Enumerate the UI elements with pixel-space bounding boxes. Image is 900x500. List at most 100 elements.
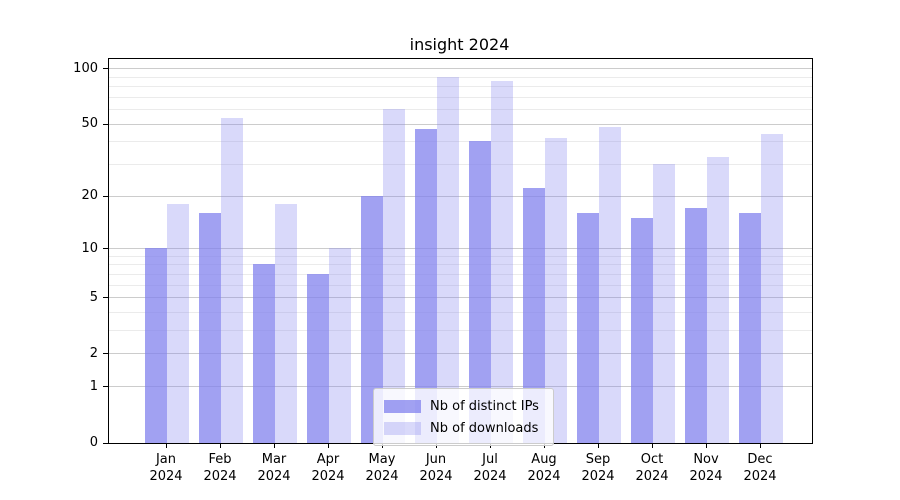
x-tick-label-line: Oct (640, 452, 664, 467)
bar-distinct-ips-may (361, 195, 383, 443)
x-tick-label-oct: Oct 2024 (624, 451, 680, 485)
x-tick-label-line: May (368, 452, 396, 467)
x-tick-label-apr: Apr 2024 (300, 451, 356, 485)
y-tick-0 (103, 442, 108, 444)
x-tick-aug (544, 444, 545, 448)
y-tick-label-2: 2 (89, 345, 98, 361)
x-tick-label-line: Jun (425, 452, 447, 467)
x-tick-label-line: 2024 (473, 469, 507, 484)
gridline-minor-30 (109, 164, 812, 166)
x-tick-label-aug: Aug 2024 (516, 451, 572, 485)
x-tick-label-dec: Dec 2024 (732, 451, 788, 485)
bar-distinct-ips-dec (739, 212, 761, 443)
bar-downloads-sep (599, 126, 621, 443)
x-tick-label-line: Jul (482, 452, 498, 467)
gridline-minor-70 (109, 96, 812, 98)
gridline-major-20 (109, 195, 812, 197)
bar-downloads-jul (491, 81, 513, 443)
bar-distinct-ips-jun (415, 128, 437, 443)
bar-distinct-ips-jan (145, 248, 167, 443)
x-tick-label-line: 2024 (365, 469, 399, 484)
x-tick-label-line: Dec (747, 452, 773, 467)
gridline-major-50 (109, 123, 812, 125)
bar-downloads-oct (653, 164, 675, 443)
bar-distinct-ips-sep (577, 212, 599, 443)
bar-distinct-ips-apr (307, 273, 329, 443)
bar-distinct-ips-oct (631, 217, 653, 443)
y-tick-20 (103, 195, 108, 197)
gridline-minor-60 (109, 109, 812, 111)
x-tick-feb (220, 444, 221, 448)
x-tick-label-line: Feb (208, 452, 232, 467)
x-tick-label-line: Jan (155, 452, 177, 467)
gridline-minor-40 (109, 141, 812, 143)
gridline-minor-3 (109, 330, 812, 332)
x-tick-jun (436, 444, 437, 448)
y-tick-label-10: 10 (81, 240, 98, 256)
gridline-minor-6 (109, 284, 812, 286)
y-tick-10 (103, 248, 108, 250)
x-tick-nov (706, 444, 707, 448)
y-tick-label-0: 0 (89, 435, 98, 450)
bar-downloads-nov (707, 156, 729, 443)
y-tick-1 (103, 386, 108, 388)
y-tick-5 (103, 297, 108, 299)
x-tick-label-line: Nov (693, 452, 719, 467)
x-tick-label-line: 2024 (635, 469, 669, 484)
bar-distinct-ips-aug (523, 188, 545, 443)
x-tick-label-line: 2024 (419, 469, 453, 484)
bar-downloads-jan (167, 203, 189, 443)
bar-downloads-may (383, 109, 405, 443)
y-tick-100 (103, 68, 108, 70)
y-tick-label-20: 20 (81, 188, 98, 204)
y-tick-50 (103, 123, 108, 125)
gridline-major-2 (109, 353, 812, 355)
legend-label-distinct-ips: Nb of distinct IPs (430, 398, 539, 414)
gridline-minor-80 (109, 86, 812, 88)
bar-downloads-aug (545, 137, 567, 443)
x-tick-label-jun: Jun 2024 (408, 451, 464, 485)
x-tick-label-line: Apr (316, 452, 340, 467)
x-tick-label-line: 2024 (311, 469, 345, 484)
legend-item-downloads: Nb of downloads (384, 417, 539, 439)
bar-distinct-ips-nov (685, 208, 707, 443)
plot-area (108, 58, 813, 444)
gridline-major-10 (109, 248, 812, 250)
x-tick-apr (328, 444, 329, 448)
x-tick-label-line: 2024 (149, 469, 183, 484)
legend: Nb of distinct IPs Nb of downloads (373, 388, 554, 446)
x-tick-oct (652, 444, 653, 448)
bar-downloads-mar (275, 203, 297, 443)
x-tick-label-line: 2024 (689, 469, 723, 484)
x-tick-label-feb: Feb 2024 (192, 451, 248, 485)
y-tick-label-50: 50 (81, 116, 98, 132)
gridline-minor-9 (109, 255, 812, 257)
gridline-minor-8 (109, 264, 812, 266)
bar-distinct-ips-feb (199, 212, 221, 443)
x-tick-label-line: 2024 (581, 469, 615, 484)
x-tick-label-jul: Jul 2024 (462, 451, 518, 485)
x-tick-label-line: 2024 (257, 469, 291, 484)
gridline-minor-90 (109, 76, 812, 78)
x-tick-jan (166, 444, 167, 448)
bar-distinct-ips-jul (469, 141, 491, 443)
x-tick-dec (760, 444, 761, 448)
x-tick-label-nov: Nov 2024 (678, 451, 734, 485)
x-tick-label-sep: Sep 2024 (570, 451, 626, 485)
x-tick-label-mar: Mar 2024 (246, 451, 302, 485)
y-tick-label-1: 1 (89, 378, 98, 394)
bar-downloads-apr (329, 248, 351, 443)
legend-label-downloads: Nb of downloads (430, 420, 539, 436)
x-tick-label-line: Aug (531, 452, 557, 467)
legend-swatch-distinct-ips (384, 399, 421, 413)
x-tick-label-may: May 2024 (354, 451, 410, 485)
bar-downloads-feb (221, 117, 243, 443)
bar-downloads-jun (437, 76, 459, 443)
x-tick-label-line: 2024 (203, 469, 237, 484)
x-tick-label-jan: Jan 2024 (138, 451, 194, 485)
x-tick-label-line: 2024 (743, 469, 777, 484)
legend-item-distinct-ips: Nb of distinct IPs (384, 395, 539, 417)
x-tick-jul (490, 444, 491, 448)
gridline-major-1 (109, 386, 812, 388)
